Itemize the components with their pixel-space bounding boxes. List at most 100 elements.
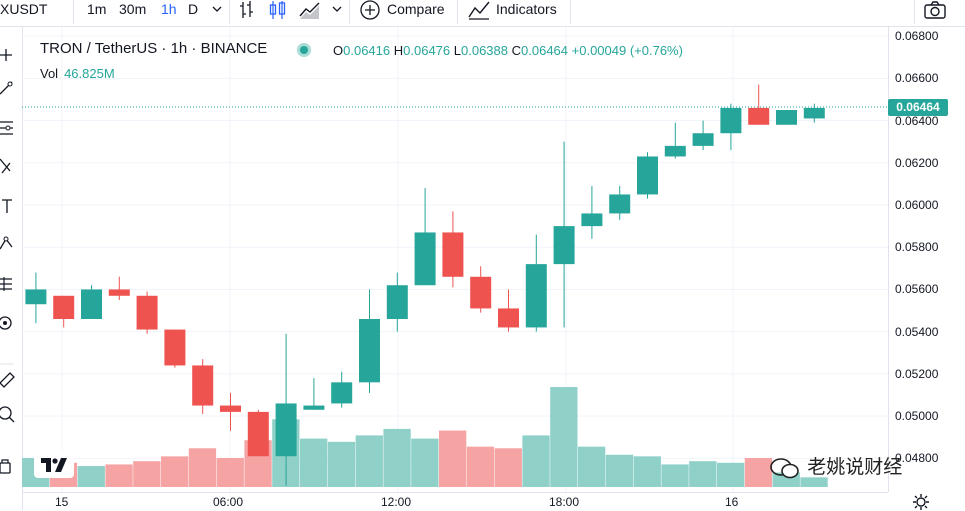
interval-1m[interactable]: 1m bbox=[87, 1, 107, 17]
volume-bar bbox=[605, 454, 634, 487]
candle-body bbox=[359, 319, 380, 383]
close-value: 0.06464 bbox=[521, 43, 569, 58]
volume-value: 46.825M bbox=[64, 66, 115, 81]
tradingview-logo-icon bbox=[41, 458, 67, 472]
ohlc-values: O0.06416 H0.06476 L0.06388 C0.06464 +0.0… bbox=[333, 43, 683, 58]
interval-d[interactable]: D bbox=[188, 1, 199, 17]
time-label: 15 bbox=[55, 495, 69, 509]
high-value: 0.06476 bbox=[403, 43, 451, 58]
candle-body bbox=[637, 156, 658, 195]
last-price-label: 0.06464 bbox=[888, 98, 948, 116]
candle-body bbox=[581, 213, 603, 227]
low-label: L bbox=[453, 43, 461, 58]
candle-body bbox=[692, 133, 714, 146]
volume-bar bbox=[355, 435, 383, 487]
candle-body bbox=[25, 289, 47, 305]
brush-icon[interactable] bbox=[0, 157, 16, 175]
toolbar-divider bbox=[229, 0, 230, 24]
volume-bar bbox=[383, 428, 411, 487]
candle-body bbox=[803, 107, 825, 119]
candle-body bbox=[220, 405, 241, 412]
low-value: 0.06388 bbox=[461, 43, 508, 58]
candle-body bbox=[414, 232, 436, 286]
bars-style-icon[interactable] bbox=[238, 0, 256, 20]
camera-snapshot-icon[interactable] bbox=[923, 0, 947, 20]
lock-drawings-icon[interactable] bbox=[0, 457, 16, 477]
indicators-icon[interactable] bbox=[467, 0, 491, 20]
drawing-toolbar bbox=[0, 27, 23, 510]
high-label: H bbox=[393, 43, 404, 58]
candle-body bbox=[553, 226, 575, 265]
candle-body bbox=[53, 295, 75, 319]
volume-bar bbox=[161, 456, 189, 487]
toolbar-divider bbox=[570, 0, 571, 24]
candle-body bbox=[386, 285, 408, 319]
prediction-icon[interactable] bbox=[0, 275, 16, 293]
volume-bar bbox=[689, 461, 717, 487]
volume-bar bbox=[216, 457, 244, 487]
trend-line-icon[interactable] bbox=[0, 80, 16, 96]
interval-1h[interactable]: 1h bbox=[161, 1, 177, 17]
change-value: +0.00049 (+0.76%) bbox=[571, 43, 683, 58]
volume-bar bbox=[300, 438, 328, 487]
price-tick-label: 0.05800 bbox=[895, 240, 939, 255]
price-tick-label: 0.04800 bbox=[895, 451, 939, 466]
volume-legend[interactable]: Vol 46.825M bbox=[40, 66, 115, 81]
time-label: 16 bbox=[725, 495, 739, 509]
settings-gear-icon[interactable] bbox=[912, 493, 930, 510]
candle-body bbox=[609, 194, 631, 214]
indicators-button[interactable]: Indicators bbox=[496, 1, 557, 17]
interval-30m[interactable]: 30m bbox=[119, 1, 147, 17]
candle-body bbox=[776, 110, 797, 125]
tradingview-logo[interactable] bbox=[34, 450, 74, 478]
toolbar-divider bbox=[914, 0, 915, 24]
fib-retracement-icon[interactable] bbox=[0, 119, 16, 137]
watermark-text: 老姚说财经 bbox=[807, 457, 903, 478]
compare-plus-icon[interactable] bbox=[359, 0, 381, 22]
chart-type-chevron-icon[interactable] bbox=[331, 0, 343, 18]
volume-bar bbox=[188, 448, 217, 487]
interval-dropdown-chevron-icon[interactable] bbox=[211, 0, 223, 18]
volume-bar bbox=[550, 387, 578, 487]
candle-body bbox=[192, 365, 214, 406]
candle-body bbox=[331, 382, 353, 404]
price-tick-label: 0.05400 bbox=[895, 324, 939, 339]
ruler-icon[interactable] bbox=[0, 369, 16, 389]
candle-body bbox=[470, 276, 492, 309]
volume-bar bbox=[744, 457, 773, 487]
time-label: 06:00 bbox=[213, 495, 244, 509]
patterns-icon[interactable] bbox=[0, 235, 16, 253]
volume-bar bbox=[77, 466, 105, 487]
volume-bar bbox=[327, 441, 356, 487]
symbol-legend[interactable]: TRON / TetherUS · 1h · BINANCE bbox=[40, 40, 268, 57]
text-tool-icon[interactable] bbox=[0, 197, 16, 215]
price-tick-label: 0.05600 bbox=[895, 282, 939, 297]
volume-bar bbox=[800, 477, 828, 487]
candle-body bbox=[247, 411, 269, 457]
symbol-search[interactable]: XUSDT bbox=[0, 1, 48, 17]
volume-bar bbox=[411, 438, 439, 487]
time-axis[interactable] bbox=[22, 492, 888, 511]
candle-body bbox=[136, 295, 158, 330]
toolbar-divider bbox=[457, 0, 458, 24]
price-tick-label: 0.06200 bbox=[895, 155, 939, 170]
crosshair-icon[interactable] bbox=[0, 47, 16, 63]
price-tick-label: 0.05000 bbox=[895, 409, 939, 424]
volume-bar bbox=[133, 461, 161, 487]
compare-button[interactable]: Compare bbox=[387, 1, 445, 17]
close-label: C bbox=[511, 43, 522, 58]
candle-body bbox=[275, 403, 297, 457]
candles-style-icon[interactable] bbox=[268, 0, 288, 20]
price-scale[interactable] bbox=[888, 27, 965, 492]
watermark: 老姚说财经 bbox=[768, 452, 902, 480]
area-style-icon[interactable] bbox=[298, 0, 322, 20]
candle-body bbox=[525, 264, 547, 328]
volume-bar bbox=[522, 435, 550, 487]
market-status-icon bbox=[297, 43, 311, 57]
candle-body bbox=[81, 289, 102, 319]
candle-body bbox=[498, 308, 519, 328]
emoji-icon[interactable] bbox=[0, 314, 16, 332]
zoom-in-icon[interactable] bbox=[0, 405, 16, 425]
price-tick-label: 0.06000 bbox=[895, 198, 939, 212]
